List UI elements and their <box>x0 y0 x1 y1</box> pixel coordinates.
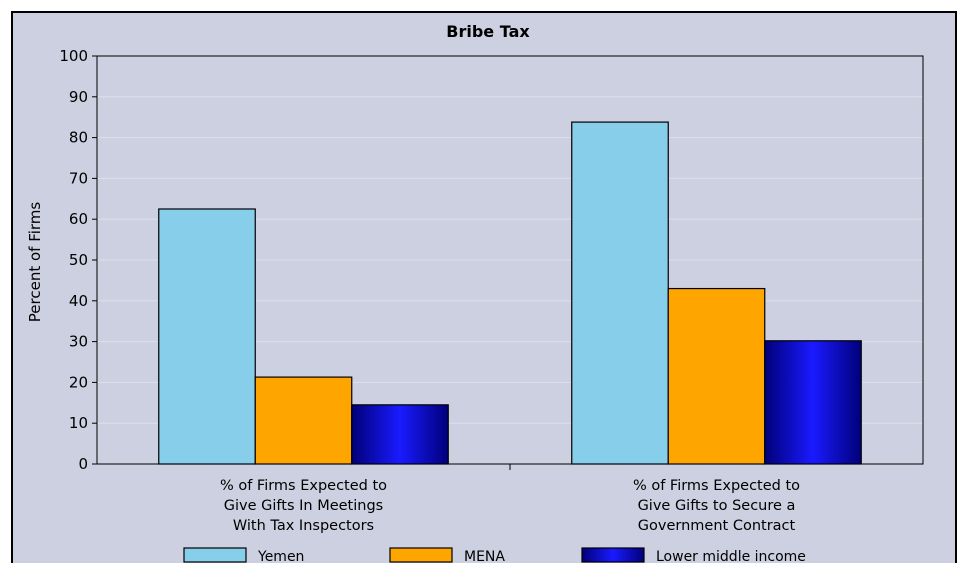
x-tick-label: Government Contract <box>638 518 796 534</box>
y-tick-label: 40 <box>69 292 88 310</box>
y-tick-label: 90 <box>69 88 88 106</box>
bar-yemen <box>571 121 669 465</box>
y-tick-label: 100 <box>59 47 88 65</box>
legend-label: Lower middle income <box>656 549 806 563</box>
y-tick-label: 30 <box>69 333 88 351</box>
y-axis-label: Percent of Firms <box>26 202 44 323</box>
legend: Yemen MENA Lower middle income <box>183 547 806 563</box>
x-tick-label: Give Gifts to Secure a <box>638 498 796 514</box>
y-tick-label: 80 <box>69 129 88 147</box>
legend-swatch <box>581 547 645 563</box>
x-tick-label: % of Firms Expected to <box>633 478 800 494</box>
bar-lower-middle-income <box>764 340 862 465</box>
bar-mena <box>667 287 766 465</box>
bar-lower-middle-income <box>351 404 449 465</box>
bar-yemen <box>158 208 256 465</box>
x-tick-label: Give Gifts In Meetings <box>224 498 383 514</box>
y-tick-label: 0 <box>78 455 88 473</box>
y-tick-label: 50 <box>69 251 88 269</box>
bar-mena <box>254 376 353 465</box>
legend-label: MENA <box>464 549 505 563</box>
y-tick-label: 60 <box>69 210 88 228</box>
x-axis-labels: % of Firms Expected to Give Gifts In Meet… <box>220 464 800 534</box>
bars <box>158 121 862 465</box>
legend-swatch <box>389 547 453 563</box>
y-tick-label: 70 <box>69 169 88 187</box>
x-tick-label: With Tax Inspectors <box>233 518 374 534</box>
chart-title: Bribe Tax <box>446 22 530 41</box>
legend-label: Yemen <box>257 549 304 563</box>
legend-swatch <box>183 547 247 563</box>
y-axis-ticks: 0 10 20 30 40 50 60 70 80 90 100 <box>59 47 97 473</box>
y-tick-label: 10 <box>69 414 88 432</box>
y-tick-label: 20 <box>69 373 88 391</box>
x-tick-label: % of Firms Expected to <box>220 478 387 494</box>
